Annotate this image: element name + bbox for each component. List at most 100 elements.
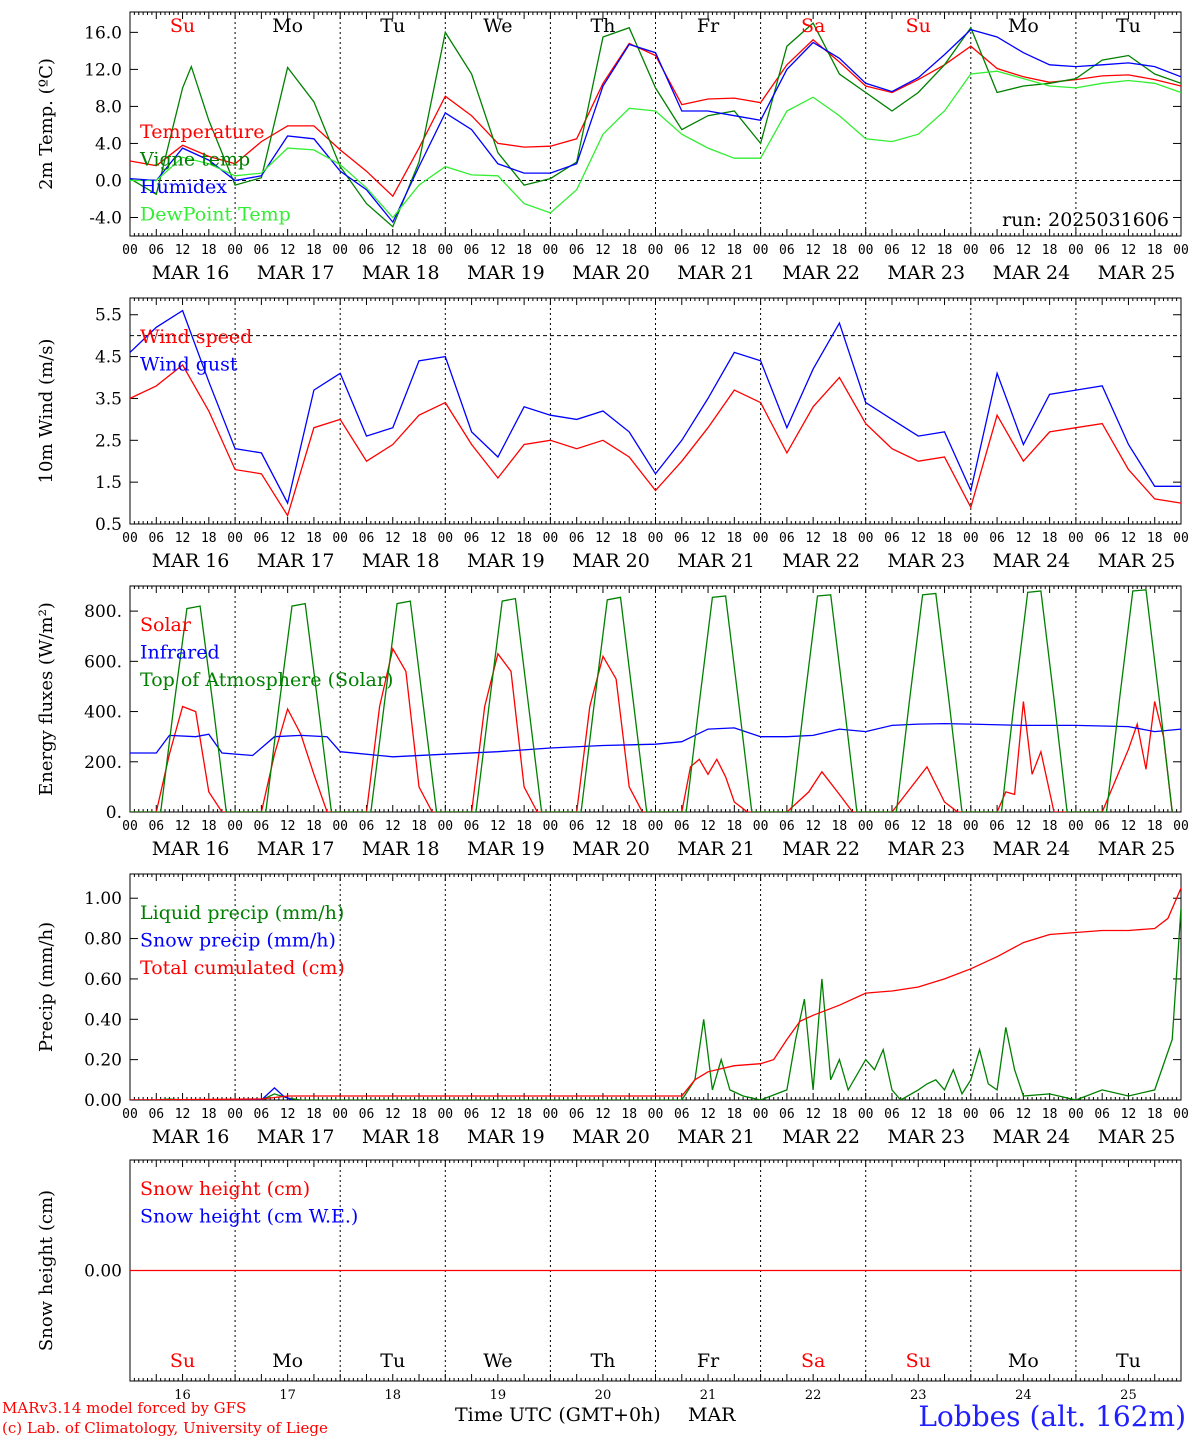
date-label: MAR 25 (1098, 262, 1176, 284)
hour-tick-label: 06 (148, 531, 164, 546)
hour-tick-label: 12 (805, 819, 821, 834)
hour-tick-label: 18 (832, 819, 848, 834)
hour-tick-label: 12 (910, 531, 926, 546)
date-label: MAR 17 (257, 838, 335, 860)
panel-energy: 0. 200. 400. 600. 800. Energy fluxes (W/m²) So… (36, 585, 1189, 860)
y-tick-label: 0.80 (84, 930, 122, 950)
y-tick-label: -4.0 (89, 208, 122, 228)
hour-tick-label: 00 (227, 1107, 243, 1122)
date-label: MAR 19 (467, 838, 545, 860)
legend-entry: Snow height (cm W.E.) (140, 1206, 358, 1228)
date-label: MAR 17 (257, 550, 335, 572)
day-name: Sa (801, 15, 825, 37)
hour-tick-label: 06 (674, 531, 690, 546)
legend-entry: Top of Atmosphere (Solar) (140, 669, 393, 691)
day-name: Th (590, 1350, 615, 1372)
date-label: MAR 20 (572, 838, 650, 860)
hour-tick-label: 12 (910, 243, 926, 258)
hour-tick-label: 00 (753, 819, 769, 834)
hour-tick-label: 12 (910, 819, 926, 834)
hour-tick-label: 06 (359, 243, 375, 258)
hour-tick-label: 12 (1016, 1107, 1032, 1122)
hour-tick-label: 00 (543, 1107, 559, 1122)
hour-tick-label: 06 (674, 1107, 690, 1122)
hour-tick-label: 12 (490, 243, 506, 258)
hour-tick-label: 06 (884, 819, 900, 834)
legend-entry: Wind speed (140, 326, 252, 348)
hour-tick-label: 00 (332, 243, 348, 258)
hour-tick-label: 06 (569, 243, 585, 258)
hour-tick-label: 00 (437, 243, 453, 258)
panel-snow: 0.00 Snow height (cm) Snow height (cm) Snow… (36, 1159, 1182, 1403)
series-line-snow-precip-mm-h- (130, 1087, 293, 1100)
panel-temperature: -4.0 0.0 4.0 8.0 12.0 16.0 2m Temp. (ºC) Temper… (36, 11, 1189, 284)
hour-tick-label: 18 (306, 819, 322, 834)
date-label: MAR 21 (677, 550, 755, 572)
y-tick-label: 8.0 (95, 97, 122, 117)
hour-tick-label: 12 (1121, 819, 1137, 834)
hour-tick-label: 12 (1016, 243, 1032, 258)
hour-tick-label: 12 (175, 531, 191, 546)
date-label: MAR 16 (152, 262, 230, 284)
hour-tick-label: 06 (359, 531, 375, 546)
day-name: We (483, 1350, 512, 1372)
y-axis-label: Precip (mm/h) (36, 922, 57, 1052)
day-number: 22 (805, 1388, 822, 1403)
day-name: Mo (1008, 15, 1039, 37)
day-name: Su (906, 1350, 931, 1372)
day-name: Sa (801, 1350, 825, 1372)
hour-tick-label: 18 (1042, 1107, 1058, 1122)
day-number: 18 (384, 1388, 401, 1403)
legend-entry: Temperature (140, 121, 264, 143)
hour-tick-label: 00 (1068, 243, 1084, 258)
date-label: MAR 24 (992, 262, 1070, 284)
date-label: MAR 19 (467, 550, 545, 572)
hour-tick-label: 06 (254, 531, 270, 546)
credit-line-2: (c) Lab. of Climatology, University of L… (2, 1419, 328, 1437)
hour-tick-label: 06 (1094, 531, 1110, 546)
hour-tick-label: 12 (280, 531, 296, 546)
hour-tick-label: 12 (490, 819, 506, 834)
series-line-infrared (130, 722, 1181, 758)
date-label: MAR 24 (992, 1126, 1070, 1148)
hour-tick-label: 12 (595, 531, 611, 546)
hour-tick-label: 12 (595, 819, 611, 834)
day-name: Fr (697, 15, 720, 37)
hour-tick-label: 06 (989, 819, 1005, 834)
y-tick-label: 5.5 (95, 306, 122, 326)
hour-tick-label: 00 (753, 1107, 769, 1122)
legend-entry: Liquid precip (mm/h) (140, 902, 344, 924)
date-label: MAR 17 (257, 1126, 335, 1148)
hour-tick-label: 06 (254, 819, 270, 834)
hour-tick-label: 06 (989, 531, 1005, 546)
hour-tick-label: 18 (621, 243, 637, 258)
y-tick-label: 0.20 (84, 1051, 122, 1071)
series-line-solar (130, 647, 1173, 812)
hour-tick-label: 12 (1016, 531, 1032, 546)
date-label: MAR 18 (362, 1126, 440, 1148)
hour-tick-label: 00 (1068, 531, 1084, 546)
day-number: 16 (174, 1388, 191, 1403)
hour-tick-label: 18 (306, 531, 322, 546)
y-tick-label: 200. (84, 753, 122, 773)
date-label: MAR 25 (1098, 838, 1176, 860)
hour-tick-label: 12 (700, 1107, 716, 1122)
legend-entry: Total cumulated (cm) (140, 957, 345, 979)
hour-tick-label: 06 (989, 243, 1005, 258)
hour-tick-label: 18 (621, 819, 637, 834)
hour-tick-label: 12 (280, 1107, 296, 1122)
hour-tick-label: 12 (1121, 1107, 1137, 1122)
hour-tick-label: 00 (858, 531, 874, 546)
hour-tick-label: 18 (726, 243, 742, 258)
day-name: Mo (272, 15, 303, 37)
hour-tick-label: 00 (963, 531, 979, 546)
hour-tick-label: 18 (621, 531, 637, 546)
day-number: 24 (1015, 1388, 1032, 1403)
legend-entry: Snow height (cm) (140, 1178, 310, 1200)
date-label: MAR 20 (572, 550, 650, 572)
hour-tick-label: 00 (227, 243, 243, 258)
hour-tick-label: 00 (543, 819, 559, 834)
hour-tick-label: 06 (1094, 819, 1110, 834)
hour-tick-label: 18 (201, 243, 217, 258)
date-label: MAR 22 (782, 838, 860, 860)
